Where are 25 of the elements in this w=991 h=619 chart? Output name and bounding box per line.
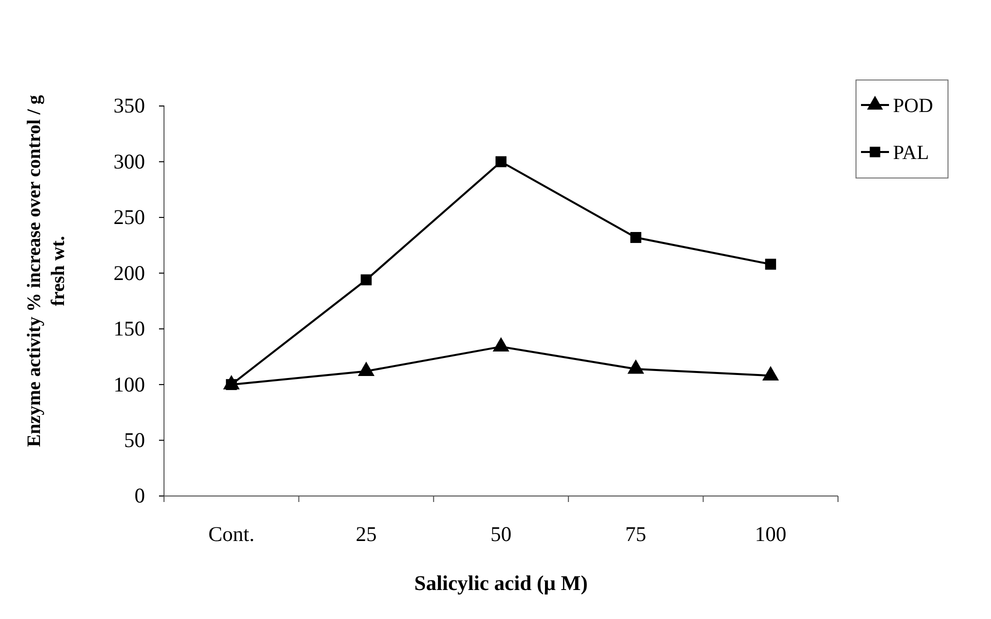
x-tick-label: 100 [754, 522, 786, 546]
point [492, 337, 510, 352]
point [627, 359, 644, 374]
x-tick-label: 25 [356, 522, 377, 546]
x-tick-label: 50 [490, 522, 512, 546]
y-axis-title: Enzyme activity % increase over control / g fresh wt. [24, 94, 69, 447]
point [765, 258, 776, 270]
point [358, 362, 375, 376]
point [762, 366, 779, 380]
x-axis-title: Salicylic acid (μ M) [414, 571, 588, 595]
x-tick-label: 75 [625, 522, 646, 546]
point [630, 232, 642, 243]
y-tick-label: 0 [134, 484, 145, 508]
legend-label: POD [893, 95, 934, 117]
x-tick-label: Cont. [208, 522, 254, 546]
y-tick-label: 300 [114, 149, 145, 174]
y-tick-label: 350 [114, 94, 145, 118]
legend-label: PAL [893, 142, 929, 164]
y-tick-label: 200 [114, 260, 145, 285]
y-tick-label: 100 [114, 372, 145, 396]
y-tick-label: 150 [114, 316, 145, 341]
point [496, 156, 506, 168]
y-tick-label: 250 [114, 205, 145, 230]
y-tick-label: 50 [124, 428, 145, 452]
point [360, 274, 372, 286]
